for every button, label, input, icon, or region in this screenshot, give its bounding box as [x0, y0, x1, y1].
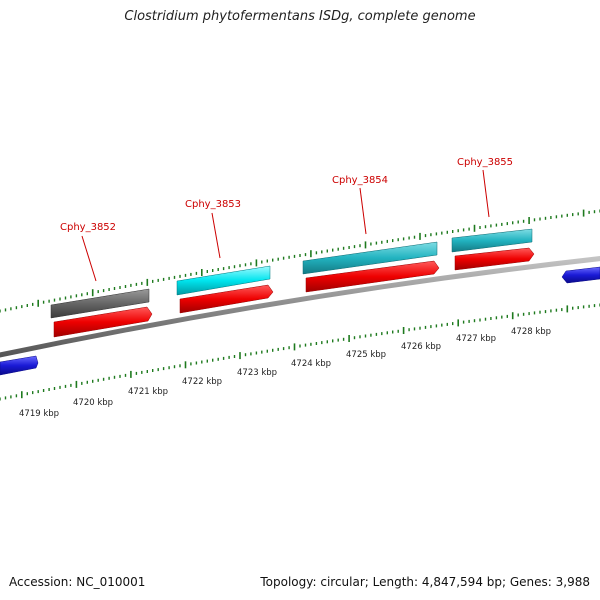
axis-label: 4722 kbp — [182, 377, 222, 387]
gene-cphy-3853[interactable]: Cphy_3853 — [176, 199, 274, 314]
gene-label-3853: Cphy_3853 — [185, 199, 241, 210]
axis-label: 4726 kbp — [401, 342, 441, 352]
axis-label: 4727 kbp — [456, 334, 496, 344]
gene-label-3852: Cphy_3852 — [60, 222, 116, 233]
outer-tick-track — [0, 209, 600, 313]
label-leader-3853 — [211, 212, 221, 259]
teal-feature-3855 — [451, 228, 533, 253]
label-leader-3855 — [482, 169, 490, 218]
label-leader-3852 — [81, 235, 97, 282]
genome-backbone — [0, 256, 600, 358]
axis-label: 4723 kbp — [237, 368, 277, 378]
blue-feature-left — [0, 355, 39, 376]
accession-text: Accession: NC_010001 — [9, 575, 146, 589]
gene-cphy-3852[interactable]: Cphy_3852 — [50, 222, 153, 338]
axis-label: 4728 kbp — [511, 327, 551, 337]
red-cds-3855 — [454, 247, 535, 271]
teal-feature-3854 — [302, 241, 438, 275]
axis-label: 4721 kbp — [128, 387, 168, 397]
axis-label: 4719 kbp — [19, 409, 59, 419]
genome-summary-text: Topology: circular; Length: 4,847,594 bp… — [260, 575, 590, 589]
cyan-feature-3853 — [176, 265, 271, 296]
gene-cphy-3854[interactable]: Cphy_3854 — [302, 175, 440, 293]
axis-label: 4720 kbp — [73, 398, 113, 408]
axis-labels: 4719 kbp 4720 kbp 4721 kbp 4722 kbp 4723… — [19, 327, 551, 419]
gray-feature-3852 — [50, 288, 150, 319]
red-cds-3852 — [53, 306, 153, 338]
gene-label-3855: Cphy_3855 — [457, 157, 513, 168]
gene-label-3854: Cphy_3854 — [332, 175, 388, 186]
inner-tick-track — [0, 303, 600, 401]
axis-label: 4724 kbp — [291, 359, 331, 369]
red-cds-3853 — [179, 284, 274, 314]
axis-label: 4725 kbp — [346, 350, 386, 360]
label-leader-3854 — [359, 187, 367, 235]
gene-cphy-3855[interactable]: Cphy_3855 — [451, 157, 535, 271]
map-title: Clostridium phytofermentans ISDg, comple… — [124, 9, 476, 24]
blue-feature-right — [561, 266, 600, 284]
red-cds-3854 — [305, 260, 440, 293]
